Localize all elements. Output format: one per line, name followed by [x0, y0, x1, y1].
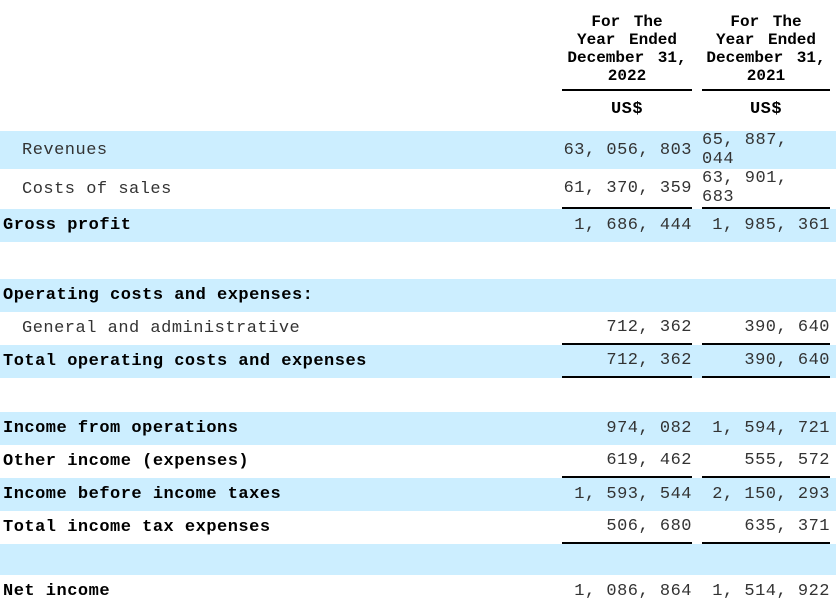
table-row: Revenues 63, 056, 803 65, 887, 044 — [0, 131, 836, 169]
table-row: Total income tax expenses 506, 680 635, … — [0, 511, 836, 544]
table-row: Income before income taxes 1, 593, 544 2… — [0, 478, 836, 511]
spacer-row — [0, 378, 836, 412]
value-2022: 1, 593, 544 — [574, 485, 692, 504]
column-gap — [692, 412, 702, 445]
table-header: For The Year Ended December 31, 2022 For… — [0, 13, 836, 91]
value-2021: 390, 640 — [702, 312, 830, 345]
value-2021: 635, 371 — [702, 511, 830, 544]
value-2022 — [562, 279, 692, 312]
row-label: Net income — [3, 582, 111, 601]
column-gap — [692, 511, 702, 544]
value-2021: 390, 640 — [702, 345, 830, 378]
column-gap — [692, 478, 702, 511]
column-header-2022: For The Year Ended December 31, 2022 — [562, 13, 692, 91]
table-row: General and administrative 712, 362 390,… — [0, 312, 836, 345]
row-label: Revenues — [22, 140, 108, 160]
value-2021: 1, 594, 721 — [712, 419, 830, 438]
column-gap — [692, 312, 702, 345]
value-2021: 65, 887, 044 — [702, 131, 788, 169]
value-2022: 1, 686, 444 — [574, 216, 692, 235]
value-2022: 61, 370, 359 — [562, 169, 692, 209]
table-row: Net income 1, 086, 864 1, 514, 922 — [0, 575, 836, 608]
row-label: Operating costs and expenses: — [3, 286, 314, 305]
column-gap — [692, 445, 702, 478]
row-label: Income before income taxes — [3, 485, 282, 504]
table-row: Costs of sales 61, 370, 359 63, 901, 683 — [0, 169, 836, 209]
column-gap — [692, 279, 702, 312]
value-2021: 2, 150, 293 — [712, 485, 830, 504]
row-label: General and administrative — [22, 319, 301, 338]
table-row: Operating costs and expenses: — [0, 279, 836, 312]
row-label: Total income tax expenses — [3, 518, 271, 537]
spacer-row — [0, 242, 836, 279]
value-2021: 63, 901, 683 — [702, 169, 830, 209]
value-2021: 1, 985, 361 — [712, 216, 830, 235]
row-label: Gross profit — [3, 216, 132, 235]
table-row: Other income (expenses) 619, 462 555, 57… — [0, 445, 836, 478]
value-2022: 974, 082 — [606, 419, 692, 438]
table-row: Income from operations 974, 082 1, 594, … — [0, 412, 836, 445]
value-2021: 555, 572 — [702, 445, 830, 478]
shaded-spacer-row — [0, 544, 836, 575]
row-label: Other income (expenses) — [3, 452, 250, 471]
table-body: Revenues 63, 056, 803 65, 887, 044 Costs… — [0, 131, 836, 608]
column-gap — [692, 209, 702, 242]
value-2022: 506, 680 — [562, 511, 692, 544]
value-2021: 1, 514, 922 — [712, 582, 830, 601]
value-2022: 712, 362 — [562, 345, 692, 378]
currency-header-row: US$ US$ — [0, 100, 836, 119]
column-gap — [692, 131, 702, 169]
value-2022: 63, 056, 803 — [563, 140, 692, 160]
value-2021 — [702, 279, 830, 312]
row-label: Total operating costs and expenses — [3, 352, 367, 371]
value-2022: 712, 362 — [562, 312, 692, 345]
table-row: Gross profit 1, 686, 444 1, 985, 361 — [0, 209, 836, 242]
column-gap — [692, 169, 702, 209]
currency-label-2021: US$ — [749, 100, 783, 119]
column-gap — [692, 575, 702, 608]
column-gap — [692, 345, 702, 378]
row-label: Costs of sales — [22, 179, 172, 199]
table-row: Total operating costs and expenses 712, … — [0, 345, 836, 378]
currency-label-2022: US$ — [610, 100, 644, 119]
value-2022: 619, 462 — [562, 445, 692, 478]
row-label: Income from operations — [3, 419, 239, 438]
column-header-2021: For The Year Ended December 31, 2021 — [702, 13, 830, 91]
value-2022: 1, 086, 864 — [574, 582, 692, 601]
